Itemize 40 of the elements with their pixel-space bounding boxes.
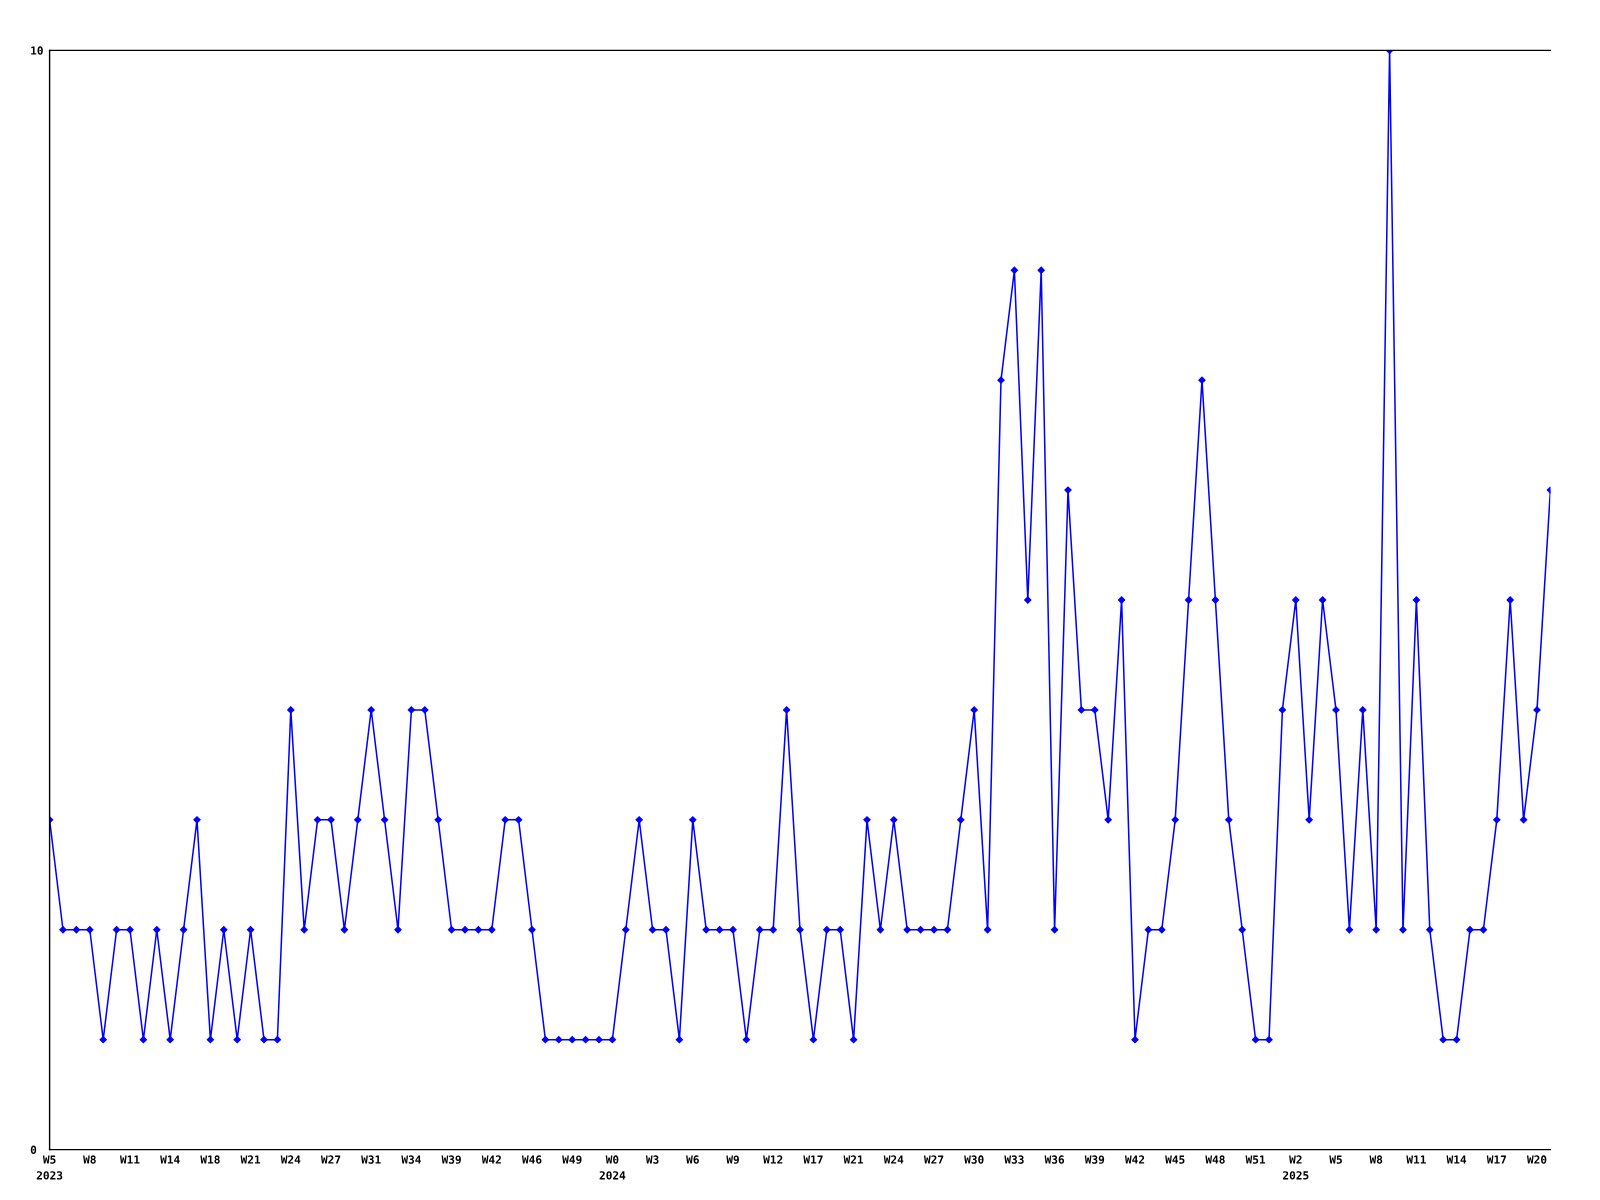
x-tick-label: W11 (119, 1155, 140, 1164)
x-tick-label: W9 (726, 1155, 739, 1164)
y-tick-label: 0 (30, 1145, 37, 1154)
x-tick-label: W11 (1406, 1155, 1426, 1164)
x-tick-label: W8 (1369, 1155, 1383, 1164)
x-tick-label: W49 (562, 1155, 582, 1164)
x-tick-label: W21 (240, 1155, 261, 1164)
x-tick-label: W12 (763, 1155, 783, 1164)
x-tick-label: W3 (645, 1155, 659, 1164)
x-tick-label: W34 (401, 1155, 421, 1164)
x-tick-label: W39 (441, 1155, 461, 1164)
x-tick-label: W14 (160, 1155, 180, 1164)
x-tick-label: W5 (1329, 1155, 1342, 1164)
x-tick-label: W30 (964, 1155, 984, 1164)
x-tick-label: W14 (1446, 1155, 1467, 1164)
x-tick-label: W0 2024 (599, 1155, 626, 1180)
x-tick-label: W2 2025 (1283, 1155, 1309, 1180)
y-tick-label: 10 (31, 46, 43, 55)
x-tick-label: W24 (883, 1155, 904, 1164)
x-tick-label: W48 (1205, 1155, 1225, 1164)
x-tick-label: W5 2023 (36, 1155, 63, 1180)
x-tick-label: W36 (1044, 1155, 1065, 1164)
x-tick-label: W17 (1486, 1155, 1506, 1164)
x-tick-label: W21 (843, 1155, 864, 1164)
x-tick-label: W20 (1526, 1155, 1547, 1164)
x-tick-label: W8 (83, 1155, 96, 1164)
x-tick-label: W24 (280, 1155, 301, 1164)
x-tick-label: W39 (1084, 1155, 1105, 1164)
x-tick-label: W27 (923, 1155, 944, 1164)
x-tick-label: W46 (521, 1155, 542, 1164)
x-tick-label: W17 (803, 1155, 823, 1164)
x-tick-label: W42 (481, 1155, 501, 1164)
x-tick-label: W18 (200, 1155, 220, 1164)
x-tick-label: W31 (361, 1155, 381, 1164)
x-tick-label: W42 (1124, 1155, 1145, 1164)
x-tick-label: W6 (686, 1155, 699, 1164)
x-tick-label: W27 (320, 1155, 341, 1164)
x-tick-label: W33 (1004, 1155, 1024, 1164)
x-tick-label: W45 (1165, 1155, 1185, 1164)
x-tick-label: W51 (1245, 1155, 1266, 1164)
